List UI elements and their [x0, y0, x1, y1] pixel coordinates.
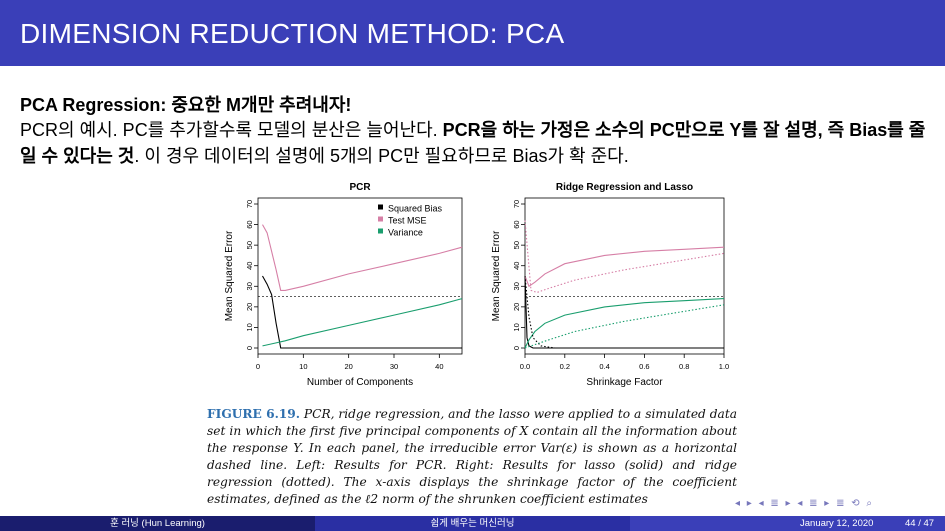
caption-text: PCR, ridge regression, and the lasso wer…: [207, 407, 737, 506]
y-tick-label: 60: [512, 220, 521, 228]
legend-swatch: [378, 216, 383, 222]
x-tick-label: 1.0: [719, 362, 729, 371]
y-tick-label: 0: [512, 346, 521, 350]
paragraph-text-1: PCR의 예시. PC를 추가할수록 모델의 분산은 늘어난다.: [20, 120, 443, 140]
x-tick-label: 30: [390, 362, 398, 371]
footer-page-number: 44 / 47: [905, 518, 935, 529]
y-tick-label: 10: [245, 323, 254, 331]
y-tick-label: 20: [245, 303, 254, 311]
series-line: [524, 275, 724, 349]
x-tick-label: 0.6: [639, 362, 649, 371]
header-bar: DIMENSION REDUCTION METHOD: PCA: [0, 0, 945, 66]
slide-title: DIMENSION REDUCTION METHOD: PCA: [20, 18, 565, 49]
chart-title: PCR: [349, 182, 371, 193]
y-tick-label: 10: [512, 323, 521, 331]
x-tick-label: 0.2: [560, 362, 570, 371]
series-line: [524, 246, 725, 288]
footer-author: 훈 러닝 (Hun Learning): [0, 516, 315, 531]
y-tick-label: 0: [245, 346, 254, 350]
legend-label: Test MSE: [388, 215, 427, 225]
y-tick-label: 40: [512, 262, 521, 270]
series-line: [524, 298, 725, 349]
y-tick-label: 30: [512, 282, 521, 290]
legend-label: Variance: [388, 227, 423, 237]
plot-frame: [524, 197, 725, 355]
x-tick-label: 0: [256, 362, 260, 371]
y-tick-label: 40: [245, 262, 254, 270]
y-axis-label: Mean Squared Error: [224, 230, 235, 321]
x-axis-label: Shrinkage Factor: [586, 377, 663, 388]
y-tick-label: 20: [512, 303, 521, 311]
y-tick-label: 70: [245, 200, 254, 208]
x-axis-label: Number of Components: [307, 377, 413, 388]
x-tick-label: 10: [299, 362, 307, 371]
footer-date: January 12, 2020: [800, 518, 874, 529]
paragraph-bold-text: PCR을 하는 가정은 소수의 PC만으로 Y를 잘 설명, 즉 Bias를 줄…: [20, 120, 926, 166]
body-paragraph: PCR의 예시. PC를 추가할수록 모델의 분산은 늘어난다. PCR을 하는…: [20, 117, 930, 169]
x-tick-label: 0.0: [520, 362, 530, 371]
y-tick-label: 50: [245, 241, 254, 249]
y-tick-label: 50: [512, 241, 521, 249]
footer-bar: 훈 러닝 (Hun Learning) 쉽게 배우는 머신러닝 January …: [0, 516, 945, 531]
charts-figure: PCR 0 10 20 30 40 0 10 20 30 40 50 60 70 Number of Com…: [224, 182, 729, 388]
legend-swatch: [378, 204, 383, 210]
legend-swatch: [378, 228, 383, 234]
y-tick-label: 30: [245, 282, 254, 290]
figure-label: FIGURE 6.19.: [207, 407, 301, 421]
legend-box: [374, 199, 461, 239]
footer-title: 쉽게 배우는 머신러닝: [315, 516, 630, 531]
x-tick-label: 40: [435, 362, 443, 371]
section-subtitle: PCA Regression: 중요한 M개만 추려내자!: [20, 95, 352, 115]
y-tick-label: 70: [512, 200, 521, 208]
y-axis-label: Mean Squared Error: [491, 230, 502, 321]
plot-frame: [257, 197, 463, 355]
test-mse-line: [262, 224, 463, 291]
x-tick-label: 0.4: [599, 362, 609, 371]
y-tick-label: 60: [245, 220, 254, 228]
series-line-dotted: [524, 304, 725, 349]
footer-right: January 12, 2020 44 / 47: [630, 516, 945, 531]
variance-line: [262, 298, 463, 347]
figure-caption: FIGURE 6.19. PCR, ridge regression, and …: [207, 406, 737, 508]
series-line-dotted: [524, 220, 725, 294]
x-tick-label: 20: [344, 362, 352, 371]
squared-bias-line: [262, 275, 462, 349]
legend-label: Squared Bias: [388, 203, 443, 213]
beamer-nav-icons[interactable]: ◂ ▸ ◂ ≣ ▸ ◂ ≣ ▸ ≣ ⟲ ⌕: [735, 498, 875, 509]
chart-title: Ridge Regression and Lasso: [556, 182, 693, 193]
series-line-dotted: [524, 275, 724, 349]
paragraph-text-2: . 이 경우 데이터의 설명에 5개의 PC만 필요하므로 Bias가 확 준다…: [134, 146, 629, 166]
x-tick-label: 0.8: [679, 362, 689, 371]
